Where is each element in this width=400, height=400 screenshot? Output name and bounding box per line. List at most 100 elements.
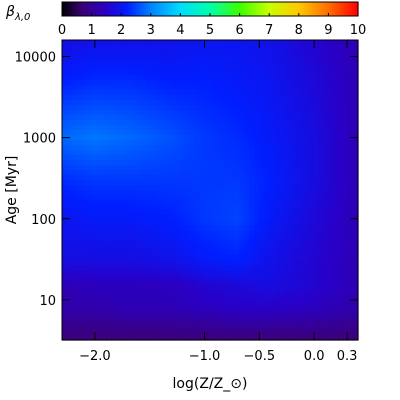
heatmap-cell — [303, 295, 310, 301]
heatmap-cell — [200, 315, 206, 321]
heatmap-cell — [150, 170, 157, 176]
heatmap-cell — [81, 260, 88, 266]
heatmap-cell — [106, 300, 112, 306]
heatmap-cell — [136, 190, 142, 196]
heatmap-cell — [91, 105, 98, 111]
heatmap-cell — [303, 225, 310, 231]
colorbar: βλ,0 0 1 2 3 4 5 6 7 8 9 10 — [5, 1, 366, 38]
heatmap-cell — [333, 45, 339, 51]
heatmap-cell — [229, 145, 236, 151]
heatmap-cell — [214, 190, 221, 196]
heatmap-cell — [288, 270, 295, 276]
heatmap-cell — [224, 60, 231, 66]
heatmap-cell — [264, 200, 270, 206]
heatmap-cell — [244, 105, 251, 111]
heatmap-cell — [81, 280, 88, 286]
heatmap-cell — [91, 230, 98, 236]
heatmap-cell — [190, 225, 196, 231]
heatmap-cell — [259, 295, 265, 301]
heatmap-cell — [254, 285, 260, 291]
heatmap-cell — [195, 315, 201, 321]
heatmap-cell — [121, 120, 127, 126]
heatmap-cell — [274, 175, 280, 181]
heatmap-cell — [136, 275, 142, 281]
heatmap-cell — [190, 60, 196, 66]
heatmap-cell — [155, 325, 162, 331]
heatmap-cell — [239, 300, 246, 306]
heatmap-cell — [348, 290, 354, 296]
heatmap-cell — [165, 95, 172, 101]
heatmap-cell — [170, 280, 177, 286]
heatmap-cell — [338, 170, 344, 176]
heatmap-cell — [66, 90, 73, 96]
heatmap-cell — [269, 330, 275, 336]
heatmap-cell — [254, 70, 260, 76]
heatmap-cell — [180, 330, 186, 336]
heatmap-cell — [348, 60, 354, 66]
heatmap-cell — [254, 320, 260, 326]
heatmap-cell — [185, 100, 191, 106]
heatmap-cell — [195, 195, 201, 201]
heatmap-cell — [160, 205, 167, 211]
heatmap-cell — [121, 225, 127, 231]
heatmap-cell — [210, 220, 216, 226]
heatmap-cell — [111, 300, 117, 306]
heatmap-cell — [353, 75, 359, 81]
heatmap-cell — [175, 205, 181, 211]
heatmap-cell — [81, 245, 88, 251]
heatmap-cell — [279, 265, 285, 271]
heatmap-cell — [284, 125, 290, 131]
heatmap-cell — [338, 310, 344, 316]
heatmap-cell — [175, 90, 181, 96]
heatmap-cell — [126, 140, 132, 146]
heatmap-cell — [205, 300, 211, 306]
heatmap-cell — [293, 325, 300, 331]
heatmap-cell — [76, 230, 83, 236]
heatmap-cell — [353, 190, 359, 196]
heatmap-cell — [328, 40, 334, 46]
heatmap-cell — [150, 185, 157, 191]
heatmap-cell — [126, 225, 132, 231]
heatmap-cell — [259, 205, 265, 211]
heatmap-cell — [353, 255, 359, 261]
heatmap-cell — [111, 90, 117, 96]
heatmap-cell — [318, 75, 325, 81]
heatmap-cell — [86, 250, 93, 256]
heatmap-cell — [155, 230, 162, 236]
heatmap-cell — [328, 230, 334, 236]
heatmap-cell — [140, 285, 147, 291]
heatmap-cell — [353, 85, 359, 91]
heatmap-cell — [205, 110, 211, 116]
heatmap-cell — [205, 180, 211, 186]
heatmap-cell — [111, 310, 117, 316]
heatmap-cell — [145, 275, 152, 281]
heatmap-cell — [259, 300, 265, 306]
heatmap-cell — [284, 215, 290, 221]
heatmap-cell — [155, 145, 162, 151]
heatmap-cell — [81, 170, 88, 176]
heatmap-cell — [160, 220, 167, 226]
heatmap-cell — [338, 235, 344, 241]
heatmap-cell — [328, 60, 334, 66]
heatmap-cell — [96, 295, 103, 301]
heatmap-cell — [190, 130, 196, 136]
heatmap-cell — [62, 75, 68, 81]
heatmap-cell — [121, 125, 127, 131]
heatmap-cell — [155, 305, 162, 311]
heatmap-cell — [313, 285, 320, 291]
heatmap-cell — [293, 165, 300, 171]
heatmap-cell — [185, 85, 191, 91]
heatmap-cell — [200, 215, 206, 221]
heatmap-cell — [86, 100, 93, 106]
heatmap-cell — [219, 110, 226, 116]
heatmap-cell — [136, 55, 142, 61]
heatmap-cell — [111, 290, 117, 296]
heatmap-cell — [313, 160, 320, 166]
heatmap-cell — [160, 335, 167, 341]
heatmap-cell — [274, 135, 280, 141]
heatmap-cell — [313, 195, 320, 201]
heatmap-cell — [81, 300, 88, 306]
heatmap-cell — [219, 315, 226, 321]
heatmap-cell — [86, 300, 93, 306]
heatmap-cell — [210, 105, 216, 111]
